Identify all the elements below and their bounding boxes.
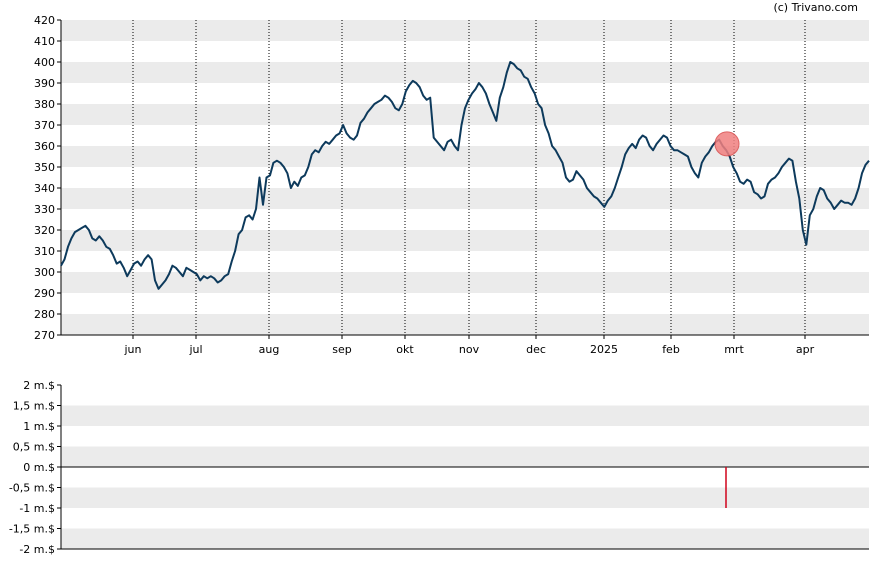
credit-text: (c) Trivano.com (773, 1, 858, 14)
price-y-tick-label: 310 (34, 245, 55, 258)
price-band (61, 230, 869, 251)
price-series (60, 61, 870, 290)
price-x-tick-label: dec (526, 343, 546, 356)
volume-band (61, 405, 869, 426)
volume-y-tick-label: 1,5 m.$ (13, 400, 55, 413)
price-x-tick-label: apr (796, 343, 815, 356)
price-band (61, 314, 869, 335)
price-band (61, 104, 869, 125)
price-y-tick-label: 280 (34, 308, 55, 321)
volume-y-tick-label: -0,5 m.$ (9, 482, 55, 495)
price-x-tick-labels: jun jul aug sep okt nov dec 2025 feb mrt apr (124, 335, 815, 356)
volume-y-tick-labels: 2 m.$ 1,5 m.$ 1 m.$ 0,5 m.$ 0 m.$ -0,5 m.$ -1 … (9, 379, 61, 556)
price-marker (714, 131, 740, 157)
volume-panel-bands (61, 405, 869, 549)
volume-y-tick-label: 0 m.$ (23, 461, 55, 474)
volume-band (61, 487, 869, 508)
price-x-tick-label: feb (662, 343, 680, 356)
volume-y-tick-label: -2 m.$ (19, 543, 55, 556)
price-x-tick-label: jul (188, 343, 202, 356)
price-x-tick-label: nov (459, 343, 480, 356)
volume-y-tick-label: 2 m.$ (23, 379, 55, 392)
price-y-tick-label: 270 (34, 329, 55, 342)
price-y-tick-labels: 270 280 290 300 310 320 330 340 350 360 370 380 390 4… (34, 14, 61, 342)
volume-y-tick-label: 0,5 m.$ (13, 441, 55, 454)
price-x-tick-label: sep (332, 343, 351, 356)
price-y-tick-label: 420 (34, 14, 55, 27)
volume-band (61, 446, 869, 467)
price-y-tick-label: 400 (34, 56, 55, 69)
volume-y-tick-label: -1 m.$ (19, 502, 55, 515)
price-line (60, 61, 870, 290)
price-y-tick-label: 410 (34, 35, 55, 48)
volume-y-tick-label: -1,5 m.$ (9, 523, 55, 536)
price-band (61, 146, 869, 167)
price-x-tick-label: okt (396, 343, 414, 356)
price-y-tick-label: 300 (34, 266, 55, 279)
volume-band (61, 528, 869, 549)
price-band (61, 188, 869, 209)
price-y-tick-label: 390 (34, 77, 55, 90)
price-y-tick-label: 320 (34, 224, 55, 237)
price-marker-group (714, 131, 740, 157)
price-x-tick-label: 2025 (590, 343, 618, 356)
price-band (61, 62, 869, 83)
price-y-tick-label: 330 (34, 203, 55, 216)
price-panel-bands (61, 20, 869, 335)
price-y-tick-label: 290 (34, 287, 55, 300)
price-band (61, 272, 869, 293)
price-y-tick-label: 370 (34, 119, 55, 132)
price-y-tick-label: 360 (34, 140, 55, 153)
price-y-tick-label: 380 (34, 98, 55, 111)
price-x-tick-label: jun (124, 343, 142, 356)
price-band (61, 20, 869, 41)
price-y-tick-label: 350 (34, 161, 55, 174)
volume-y-tick-label: 1 m.$ (23, 420, 55, 433)
price-y-tick-label: 340 (34, 182, 55, 195)
price-x-tick-label: aug (259, 343, 280, 356)
price-x-tick-label: mrt (724, 343, 744, 356)
